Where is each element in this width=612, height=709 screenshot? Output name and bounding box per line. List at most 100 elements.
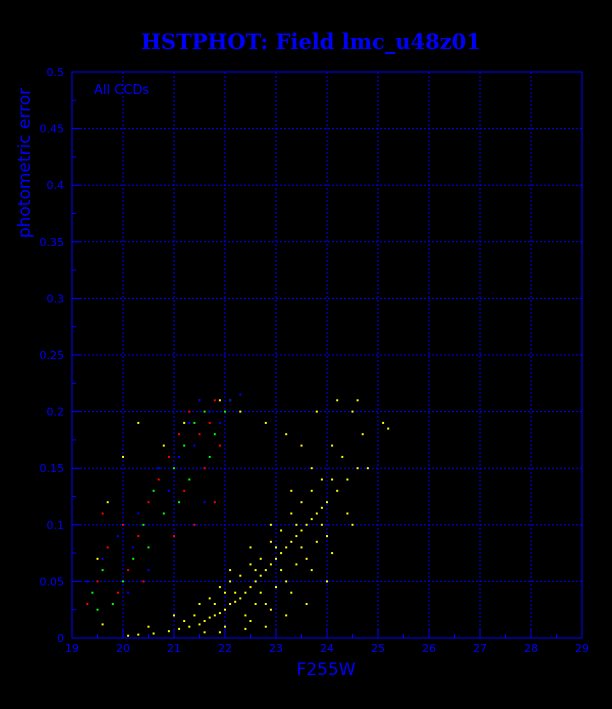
data-point <box>208 421 211 424</box>
data-point <box>127 634 130 637</box>
y-tick-label: 0.45 <box>40 123 65 136</box>
data-point <box>213 501 216 504</box>
data-point <box>290 512 293 515</box>
data-point <box>203 501 206 504</box>
data-point <box>229 603 232 605</box>
data-point <box>387 427 390 430</box>
data-point <box>285 546 288 549</box>
data-point <box>183 489 186 492</box>
data-point <box>280 552 283 555</box>
data-point <box>290 540 293 543</box>
data-point <box>106 546 109 549</box>
data-point <box>178 433 181 436</box>
data-point <box>320 506 323 509</box>
data-point <box>285 433 288 436</box>
data-point <box>259 557 262 560</box>
grid <box>72 72 582 638</box>
data-point <box>173 467 175 470</box>
data-point <box>269 608 272 611</box>
data-point <box>137 512 140 515</box>
data-point <box>213 603 216 605</box>
data-point <box>167 630 170 633</box>
data-point <box>116 535 119 538</box>
data-point <box>86 580 89 583</box>
data-point <box>188 421 191 424</box>
data-point <box>208 455 211 458</box>
data-point <box>96 580 99 583</box>
data-point <box>224 608 226 611</box>
data-point <box>326 535 328 538</box>
data-point <box>285 614 288 617</box>
data-point <box>249 620 252 622</box>
axis-ticks: 19 20 21 22 23 24 25 26 27 28 29 0 0.05 0.1 0.15 0.2 0.2… <box>40 66 590 655</box>
data-point <box>137 421 140 424</box>
data-point <box>310 518 313 521</box>
y-tick-label: 0.35 <box>40 236 65 249</box>
data-point <box>331 478 334 481</box>
data-point <box>122 523 124 526</box>
x-tick-label: 24 <box>320 642 334 655</box>
data-point <box>320 523 323 526</box>
data-point <box>315 540 318 543</box>
data-point <box>259 574 262 577</box>
data-point <box>249 586 252 589</box>
data-point <box>310 467 313 470</box>
data-point <box>147 569 150 572</box>
data-point <box>147 501 150 504</box>
data-point <box>275 557 277 560</box>
data-point <box>244 627 247 630</box>
data-point <box>91 591 94 594</box>
data-point <box>188 410 191 413</box>
data-point <box>229 399 232 402</box>
data-point <box>300 444 303 447</box>
data-point <box>295 523 298 526</box>
data-point <box>336 489 339 492</box>
data-point <box>244 614 247 617</box>
data-point <box>264 421 267 424</box>
data-point <box>356 399 359 402</box>
data-point <box>366 467 369 470</box>
data-point <box>300 501 303 504</box>
data-point <box>208 597 211 600</box>
data-point <box>106 501 109 504</box>
x-tick-label: 21 <box>167 642 181 655</box>
data-point <box>218 399 221 402</box>
data-point <box>193 444 196 447</box>
data-point <box>132 546 135 549</box>
data-point <box>336 399 339 402</box>
data-point <box>295 563 298 566</box>
data-point <box>249 546 252 549</box>
data-point <box>305 523 308 526</box>
data-point <box>259 591 262 594</box>
x-axis-label: F255W <box>296 660 355 680</box>
data-point <box>315 512 318 515</box>
data-point <box>290 489 293 492</box>
data-point <box>224 410 226 413</box>
data-point <box>101 557 104 560</box>
y-tick-label: 0.2 <box>47 406 65 419</box>
data-point <box>213 614 216 617</box>
data-point <box>351 410 354 413</box>
data-point <box>280 569 283 572</box>
data-point <box>218 421 221 424</box>
x-tick-label: 20 <box>116 642 130 655</box>
data-point <box>142 523 145 526</box>
data-point <box>239 410 242 413</box>
data-point <box>300 546 303 549</box>
data-point <box>203 467 206 470</box>
y-tick-label: 0.1 <box>47 519 65 532</box>
data-point <box>275 546 277 549</box>
data-point <box>351 523 354 526</box>
data-point <box>198 603 201 605</box>
data-point <box>132 557 135 560</box>
x-tick-label: 25 <box>371 642 385 655</box>
data-point <box>183 620 186 622</box>
data-point <box>269 523 272 526</box>
data-point <box>167 489 170 492</box>
data-point <box>173 614 175 617</box>
data-point <box>234 591 237 594</box>
data-point <box>142 580 145 583</box>
data-point <box>254 569 257 572</box>
